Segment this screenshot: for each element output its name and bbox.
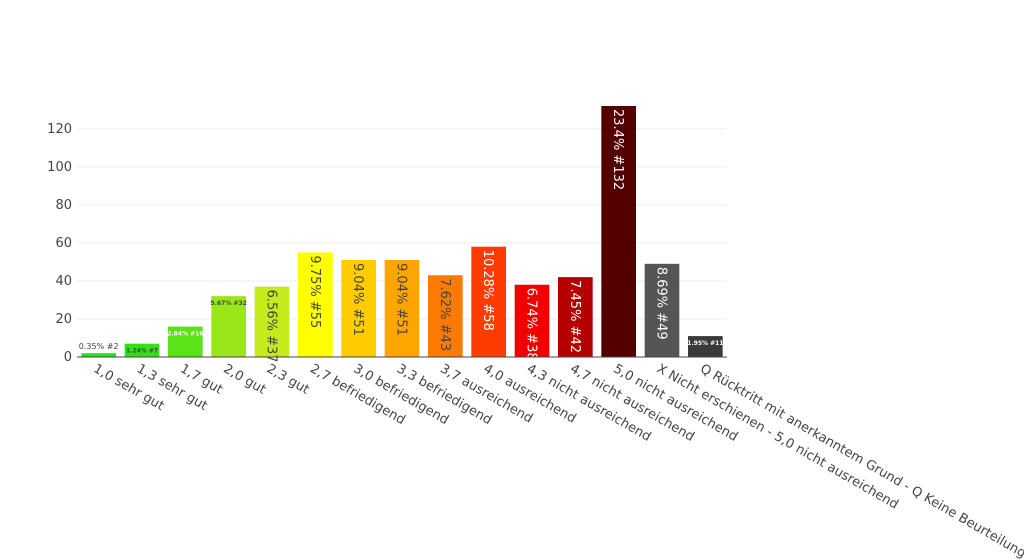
bar xyxy=(298,252,333,357)
bar xyxy=(558,277,593,357)
y-tick-label: 0 xyxy=(64,350,72,365)
bar xyxy=(341,260,376,357)
x-tick-label: 2,0 gut xyxy=(221,361,269,397)
bar-data-label: 8.69% #49 xyxy=(653,267,668,340)
bar xyxy=(601,106,636,357)
bar-data-label: 0.35% #2 xyxy=(79,342,119,351)
bar-data-label: 6.74% #38 xyxy=(523,288,538,361)
bar xyxy=(384,260,420,357)
x-tick-label: Q Rücktritt mit anerkanntem Grund - Q Ke… xyxy=(697,361,1024,560)
y-tick-label: 120 xyxy=(47,122,72,137)
y-tick-label: 80 xyxy=(55,198,72,213)
bar-data-label: 1.24% #7 xyxy=(126,348,158,355)
y-tick-label: 40 xyxy=(55,274,72,289)
y-axis: 0 20 40 60 80 100 120 xyxy=(47,122,72,365)
bar-data-label: 1.95% #11 xyxy=(687,340,723,347)
bar xyxy=(688,336,723,357)
bar-data-label: 5.67% #32 xyxy=(211,300,247,307)
bar xyxy=(471,246,506,357)
bar-data-label: 7.45% #42 xyxy=(567,280,582,353)
bar-data-label: 9.75% #55 xyxy=(307,255,322,328)
bar-data-label: 2.84% #16 xyxy=(167,331,203,338)
bar-data-label: 10.28% #58 xyxy=(480,250,495,331)
bar xyxy=(428,275,463,357)
y-tick-label: 100 xyxy=(47,160,72,175)
bar-data-label: 6.56% #37 xyxy=(263,290,278,363)
bar-data-label: 9.04% #51 xyxy=(393,263,408,336)
x-tick-label: 2,3 gut xyxy=(264,361,312,397)
bar xyxy=(81,353,116,357)
bar xyxy=(211,296,246,357)
y-tick-label: 60 xyxy=(55,236,72,251)
bar xyxy=(124,343,160,357)
y-tick-label: 20 xyxy=(55,312,72,327)
bar xyxy=(168,326,203,357)
bars: 0.35% #2 1.24% #7 2.84% #16 5.67% #32 6.56% … xyxy=(79,106,723,363)
bar-data-label: 7.62% #43 xyxy=(437,278,452,351)
bar xyxy=(644,263,680,357)
bar xyxy=(254,286,290,357)
bar xyxy=(514,284,550,357)
bar-data-label: 23.4% #132 xyxy=(610,109,625,190)
bar-data-label: 9.04% #51 xyxy=(350,263,365,336)
